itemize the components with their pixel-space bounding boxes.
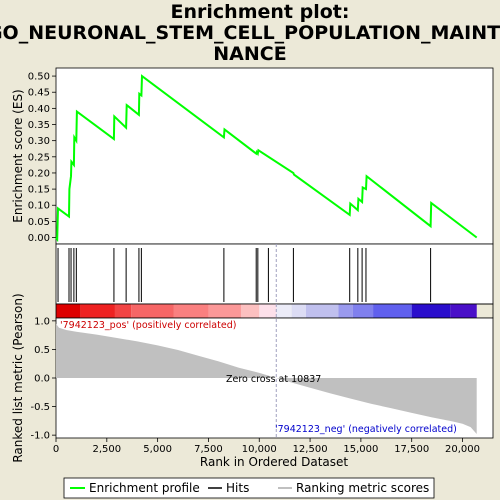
colorbar-segment bbox=[114, 304, 132, 318]
colorbar-segment bbox=[306, 304, 339, 318]
colorbar-segment bbox=[411, 304, 451, 318]
x-ticks: 0 2,500 5,000 7,500 10,000 12,500 15,000 17,500… bbox=[53, 438, 480, 455]
es-plot-area bbox=[55, 67, 494, 245]
title-line-2: GO_NEURONAL_STEM_CELL_POPULATION_MAINTE bbox=[0, 22, 500, 44]
colorbar-segment bbox=[338, 304, 353, 318]
metric-y-tick-label: 1.0 bbox=[34, 316, 50, 327]
colorbar-segment bbox=[291, 304, 307, 318]
x-tick-label: 17,500 bbox=[394, 444, 429, 455]
ranking-metric-area bbox=[56, 323, 477, 434]
es-y-tick-label: 0.50 bbox=[28, 72, 50, 83]
hits-panel bbox=[55, 243, 494, 305]
es-y-tick-label: 0.40 bbox=[28, 104, 50, 115]
colorbar-segment bbox=[80, 304, 115, 318]
hits-plot-area bbox=[55, 243, 494, 305]
ranking-colorbar bbox=[56, 304, 477, 318]
colorbar-segment bbox=[240, 304, 260, 318]
title-line-3: NANCE bbox=[213, 43, 286, 65]
es-y-tick-label: 0.15 bbox=[28, 185, 50, 196]
x-tick-label: 12,500 bbox=[293, 444, 328, 455]
es-y-tick-label: 0.00 bbox=[28, 233, 50, 244]
es-y-tick-label: 0.45 bbox=[28, 88, 50, 99]
metric-y-ticks: 1.0 0.5 0.0 -0.5 -1.0 bbox=[30, 316, 56, 442]
colorbar-segment bbox=[373, 304, 412, 318]
x-tick-label: 5,000 bbox=[143, 444, 172, 455]
metric-y-tick-label: -0.5 bbox=[30, 402, 50, 413]
colorbar-segment bbox=[352, 304, 374, 318]
x-tick-label: 15,000 bbox=[343, 444, 378, 455]
legend: Enrichment profile Hits Ranking metric s… bbox=[63, 477, 435, 499]
metric-y-tick-label: 0.5 bbox=[34, 345, 50, 356]
title-line-1: Enrichment plot: bbox=[171, 1, 350, 23]
metric-y-tick-label: -1.0 bbox=[30, 431, 50, 442]
metric-y-tick-label: 0.0 bbox=[34, 374, 50, 385]
x-tick-label: 7,500 bbox=[194, 444, 223, 455]
colorbar-segment bbox=[450, 304, 477, 318]
es-panel: 0.00 0.05 0.10 0.15 0.20 0.25 0.30 0.35 0.40 0.45… bbox=[11, 67, 494, 245]
x-tick-label: 2,500 bbox=[92, 444, 121, 455]
colorbar-segment bbox=[208, 304, 241, 318]
es-y-tick-label: 0.25 bbox=[28, 152, 50, 163]
hit-lines bbox=[57, 248, 432, 302]
neg-correlated-label: '7942123_neg' (negatively correlated) bbox=[275, 424, 457, 435]
metric-panel: 1.0 0.5 0.0 -0.5 -1.0 '7942123_pos' (positiv… bbox=[11, 244, 494, 469]
es-y-ticks: 0.00 0.05 0.10 0.15 0.20 0.25 0.30 0.35 0.40 0.45… bbox=[28, 72, 56, 244]
legend-hits-label: Hits bbox=[226, 481, 249, 495]
colorbar-segment bbox=[276, 304, 292, 318]
x-tick-label: 10,000 bbox=[242, 444, 277, 455]
colorbar-segment bbox=[173, 304, 209, 318]
x-tick-label: 0 bbox=[53, 444, 59, 455]
zero-cross-label: Zero cross at 10837 bbox=[226, 374, 321, 385]
legend-metric-label: Ranking metric scores bbox=[296, 481, 429, 495]
es-y-tick-label: 0.20 bbox=[28, 168, 50, 179]
colorbar-segment bbox=[131, 304, 174, 318]
enrichment-profile-line bbox=[55, 74, 478, 243]
es-y-tick-label: 0.35 bbox=[28, 120, 50, 131]
legend-enrichment-label: Enrichment profile bbox=[89, 481, 200, 495]
es-y-axis-label: Enrichment score (ES) bbox=[11, 89, 25, 222]
x-axis-label: Rank in Ordered Dataset bbox=[200, 455, 348, 469]
colorbar-segment bbox=[56, 304, 81, 318]
legend-box bbox=[63, 477, 435, 499]
x-tick-label: 20,000 bbox=[445, 444, 480, 455]
es-y-tick-label: 0.05 bbox=[28, 217, 50, 228]
es-y-tick-label: 0.10 bbox=[28, 201, 50, 212]
colorbar-segment bbox=[259, 304, 277, 318]
es-y-tick-label: 0.30 bbox=[28, 136, 50, 147]
pos-correlated-label: '7942123_pos' (positively correlated) bbox=[60, 320, 236, 331]
metric-y-axis-label: Ranked list metric (Pearson) bbox=[11, 293, 25, 462]
